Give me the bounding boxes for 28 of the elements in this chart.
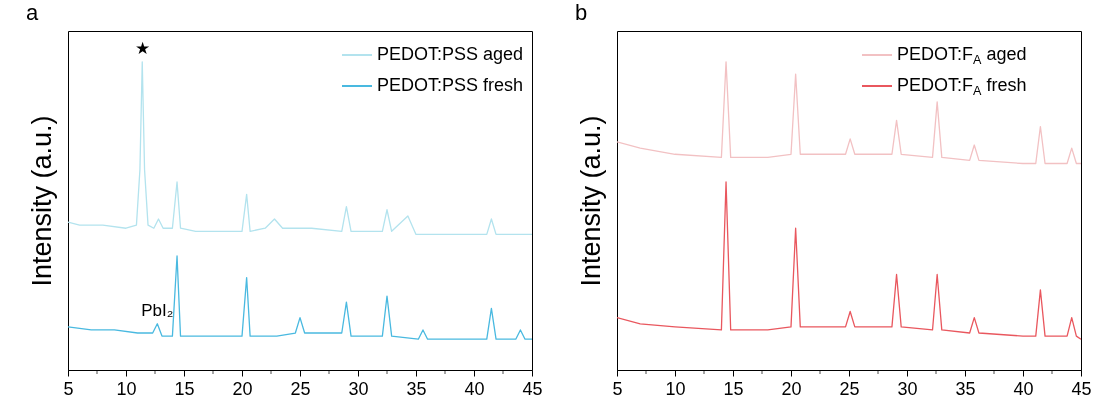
x-tick-label: 15 bbox=[723, 378, 744, 399]
x-tick-label: 20 bbox=[781, 378, 802, 399]
x-tick-label: 5 bbox=[612, 378, 623, 399]
x-tick-label: 30 bbox=[348, 378, 369, 399]
legend-label: PEDOT:F$_{A}$ fresh bbox=[897, 75, 1027, 98]
legend-label: PEDOT:PSS fresh bbox=[377, 75, 524, 95]
legend-label: PEDOT:F$_{A}$ aged bbox=[897, 44, 1027, 67]
x-tick-label: 25 bbox=[290, 378, 311, 399]
x-tick-label: 40 bbox=[464, 378, 485, 399]
chart-title: a bbox=[26, 0, 39, 25]
x-tick-label: 45 bbox=[1071, 378, 1092, 399]
x-tick-label: 10 bbox=[116, 378, 137, 399]
x-tick-label: 30 bbox=[897, 378, 918, 399]
x-tick-label: 35 bbox=[406, 378, 427, 399]
x-tick-label: 5 bbox=[63, 378, 74, 399]
x-tick-label: 20 bbox=[232, 378, 253, 399]
x-tick-label: 25 bbox=[839, 378, 860, 399]
x-tick-label: 10 bbox=[665, 378, 686, 399]
chart-title: b bbox=[575, 0, 588, 25]
annotation: ★ bbox=[134, 38, 150, 58]
legend-label: PEDOT:PSS aged bbox=[377, 44, 524, 64]
x-tick-label: 40 bbox=[1013, 378, 1034, 399]
y-axis-title: Intensity (a.u.) bbox=[575, 115, 606, 287]
x-tick-label: 35 bbox=[955, 378, 976, 399]
y-axis-title: Intensity (a.u.) bbox=[26, 115, 57, 287]
x-tick-label: 45 bbox=[522, 378, 543, 399]
annotation: PbI₂ bbox=[141, 300, 174, 320]
x-tick-label: 15 bbox=[174, 378, 195, 399]
